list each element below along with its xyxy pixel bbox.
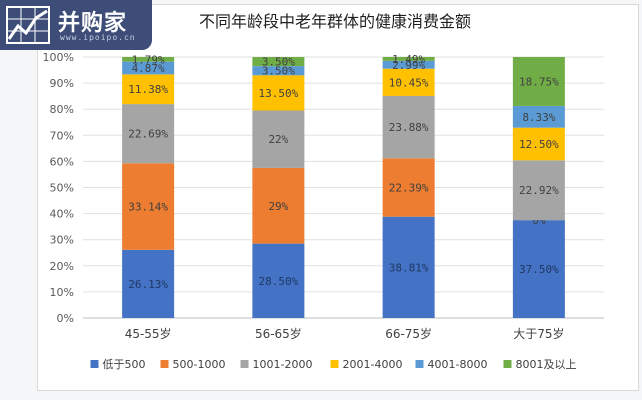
bar-segment	[512, 57, 565, 106]
legend-swatch	[160, 360, 169, 368]
data-label: 28.50%	[259, 275, 299, 288]
brand-logo: 并购家 www.ipoipo.cn	[0, 0, 152, 50]
y-tick-label: 60%	[50, 155, 74, 168]
bar-segment	[122, 74, 175, 105]
brand-url: www.ipoipo.cn	[60, 33, 136, 42]
bar-segment	[122, 104, 175, 164]
y-tick-label: 30%	[50, 234, 74, 247]
bar-segment	[252, 167, 305, 244]
data-label: 2.99%	[392, 59, 425, 72]
data-label: 33.14%	[128, 201, 168, 214]
bar-segment	[382, 60, 435, 69]
y-tick-label: 0%	[57, 312, 74, 325]
legend-label: 1001-2000	[253, 358, 313, 371]
data-label: 22.92%	[519, 184, 559, 197]
data-label: 10.45%	[389, 76, 429, 89]
bar-segment	[382, 56, 435, 61]
y-tick-label: 70%	[50, 129, 74, 142]
y-tick-label: 40%	[50, 208, 74, 221]
bar-segment	[382, 158, 435, 217]
brand-name: 并购家	[58, 11, 128, 36]
data-label: 12.50%	[519, 138, 559, 151]
bar-segment	[382, 95, 435, 159]
data-label: 13.50%	[259, 87, 299, 100]
bar-segment	[122, 57, 175, 62]
bar-segment	[512, 105, 565, 128]
legend-label: 低于500	[103, 358, 146, 371]
bar-segment	[252, 57, 305, 67]
bar-segment	[512, 220, 565, 318]
data-label: 1.49%	[392, 53, 425, 66]
y-tick-label: 80%	[50, 103, 74, 116]
data-label: 3.50%	[262, 56, 295, 69]
x-tick-label: 45-55岁	[125, 326, 172, 341]
data-label: 29%	[268, 200, 288, 213]
data-label: 38.81%	[389, 261, 429, 274]
data-label: 22.39%	[389, 181, 429, 194]
legend-label: 2001-4000	[343, 358, 403, 371]
legend-label: 8001及以上	[516, 358, 577, 371]
bar-segment	[512, 127, 565, 161]
bar-segment	[252, 66, 305, 76]
y-tick-label: 90%	[50, 77, 74, 90]
bar-segment	[252, 243, 305, 318]
legend-swatch	[330, 360, 339, 368]
legend-swatch	[415, 360, 424, 368]
data-label: 8.33%	[522, 111, 555, 124]
x-tick-label: 56-65岁	[255, 326, 302, 341]
data-label: 1.79%	[132, 53, 165, 66]
data-label: 4.87%	[132, 62, 165, 75]
y-tick-label: 50%	[50, 182, 74, 195]
x-tick-label: 大于75岁	[513, 326, 564, 341]
bar-segment	[122, 163, 175, 250]
trend-chart-icon	[6, 6, 50, 44]
bar-segment	[252, 75, 305, 111]
data-label: 37.50%	[519, 263, 559, 276]
data-label: 22%	[268, 133, 288, 146]
legend-swatch	[503, 360, 512, 368]
bar-segment	[382, 216, 435, 318]
bar-segment	[122, 249, 175, 318]
legend-swatch	[90, 360, 99, 368]
data-label: 3.50%	[262, 65, 295, 78]
data-label: 22.69%	[128, 128, 168, 141]
legend-swatch	[240, 360, 249, 368]
y-tick-label: 10%	[50, 286, 74, 299]
data-label: 18.75%	[519, 75, 559, 88]
bar-segment	[252, 110, 305, 168]
data-label: 26.13%	[128, 278, 168, 291]
legend-label: 500-1000	[173, 358, 226, 371]
x-tick-label: 66-75岁	[385, 326, 432, 341]
bar-segment	[382, 68, 435, 96]
y-tick-label: 20%	[50, 260, 74, 273]
bar-segment	[122, 61, 175, 75]
y-tick-label: 100%	[43, 51, 74, 64]
data-label: 11.38%	[128, 83, 168, 96]
chart-title: 不同年龄段中老年群体的健康消费金额	[199, 12, 471, 31]
bar-segment	[512, 160, 565, 221]
legend-label: 4001-8000	[428, 358, 488, 371]
data-label: 23.88%	[389, 121, 429, 134]
